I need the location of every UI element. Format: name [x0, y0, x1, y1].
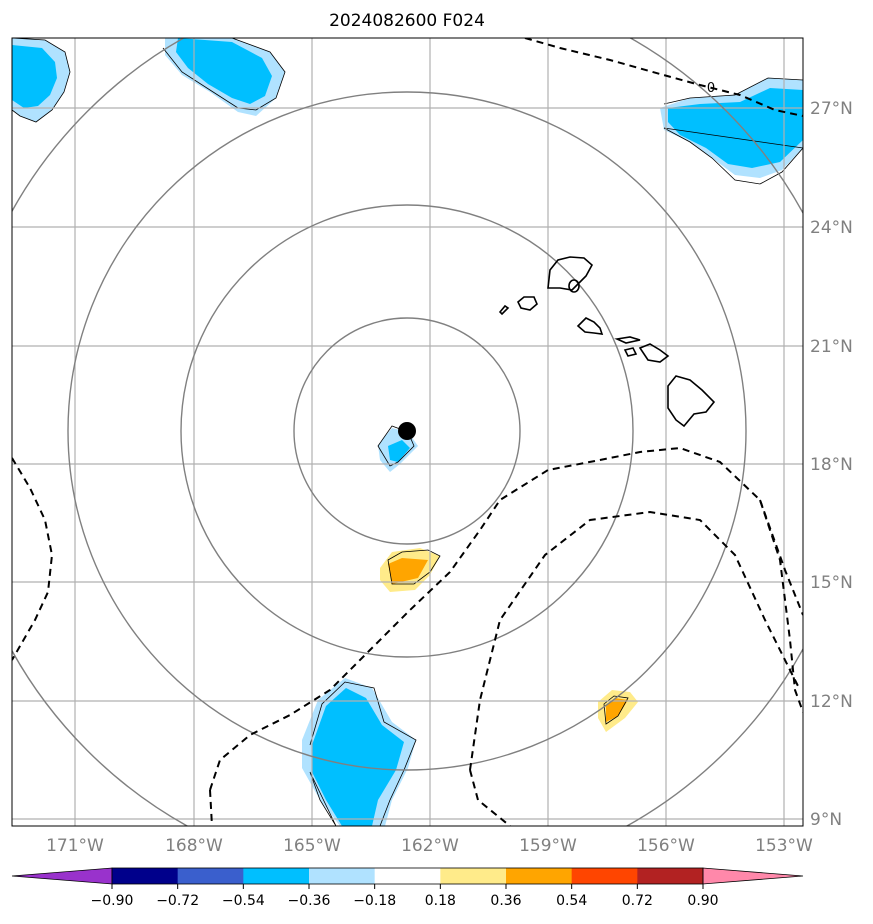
lon-label-165w: 165°W: [283, 836, 341, 856]
anomaly-blue-south-core: [312, 688, 404, 826]
contour-south-east: [469, 510, 801, 771]
range-ring-2: [180, 204, 634, 658]
colorbar-extend-min: [11, 867, 113, 885]
colorbar-tick-label: 0.90: [687, 893, 718, 909]
colorbar-tick-label: −0.54: [222, 893, 265, 909]
colorbar-tick-label: 0.18: [425, 893, 456, 909]
map-frame: [11, 37, 804, 827]
island-kauai: [576, 317, 604, 335]
coastlines: [498, 256, 716, 428]
contour-south-west-lower: [209, 789, 213, 826]
colorbar: −0.90 −0.72 −0.54 −0.36 −0.18 0.18 0.36 0.54 0.7…: [11, 867, 804, 909]
colorbar-tick-label: 0.54: [556, 893, 587, 909]
range-ring-3: [67, 91, 747, 771]
anomaly-orange-se: [606, 698, 628, 722]
colorbar-swatch: [440, 868, 507, 884]
lon-label-171w: 171°W: [46, 836, 104, 856]
lon-label-156w: 156°W: [637, 836, 695, 856]
contour-east-edge: [759, 499, 803, 616]
colorbar-swatch: [309, 868, 376, 884]
colorbar-ticks: −0.90 −0.72 −0.54 −0.36 −0.18 0.18 0.36 0.54 0.7…: [91, 884, 719, 909]
lon-label-159w: 159°W: [519, 836, 577, 856]
colorbar-swatches: [11, 867, 804, 885]
island-nihoa: [517, 296, 538, 311]
longitude-labels: 171°W 168°W 165°W 162°W 159°W 156°W 153°…: [46, 836, 813, 856]
contour-label: 0: [707, 81, 715, 96]
anomaly-blue-center-core: [388, 440, 410, 462]
plot-area: 0: [12, 38, 803, 826]
anomaly-blue-north-core: [176, 38, 272, 104]
colorbar-swatch: [177, 868, 244, 884]
island-oahu: [614, 336, 641, 344]
colorbar-tick-label: −0.36: [288, 893, 331, 909]
colorbar-swatch: [637, 868, 704, 884]
island-hawaii: [667, 375, 716, 428]
storm-center-marker: [398, 422, 416, 440]
lat-label-12n: 12°N: [810, 692, 853, 712]
anomaly-orange-south: [388, 558, 428, 584]
colorbar-tick-label: −0.90: [91, 893, 134, 909]
colorbar-swatch: [112, 868, 179, 884]
colorbar-swatch: [243, 868, 310, 884]
lon-label-153w: 153°W: [755, 836, 813, 856]
colorbar-tick-label: −0.18: [353, 893, 396, 909]
colorbar-swatch: [571, 868, 638, 884]
contour-west: [12, 457, 54, 661]
colorbar-extend-max: [702, 867, 804, 885]
colorbar-swatch: [506, 868, 573, 884]
latitude-labels: 27°N 24°N 21°N 18°N 15°N 12°N 9°N: [810, 99, 853, 830]
lon-label-168w: 168°W: [165, 836, 223, 856]
lat-label-9n: 9°N: [810, 810, 842, 830]
colorbar-tick-label: 0.72: [622, 893, 653, 909]
island-molokai: [623, 347, 638, 357]
island-french-frigate: [547, 256, 594, 291]
zero-contours: [12, 38, 803, 826]
lat-label-27n: 27°N: [810, 99, 853, 119]
lat-label-15n: 15°N: [810, 573, 853, 593]
lon-label-162w: 162°W: [401, 836, 459, 856]
contour-ne: [524, 38, 803, 117]
lat-label-24n: 24°N: [810, 218, 853, 238]
contour-south-west: [209, 446, 803, 791]
lat-label-18n: 18°N: [810, 455, 853, 475]
island-necker: [498, 304, 510, 316]
anomaly-blue-nw-corner-core: [12, 45, 57, 108]
range-rings: [12, 38, 803, 826]
colorbar-tick-label: 0.36: [490, 893, 521, 909]
lat-label-21n: 21°N: [810, 337, 853, 357]
island-maui: [638, 343, 670, 363]
map-title: 2024082600 F024: [329, 11, 485, 31]
range-ring-1: [293, 317, 521, 545]
colorbar-swatch: [374, 868, 441, 884]
colorbar-tick-label: −0.72: [156, 893, 199, 909]
